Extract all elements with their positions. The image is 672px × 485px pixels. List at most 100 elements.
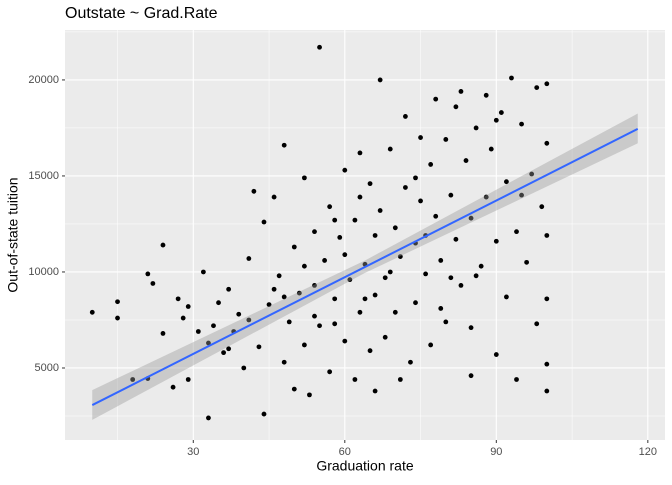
point — [347, 277, 353, 283]
point — [372, 388, 378, 394]
point — [216, 300, 221, 306]
point — [145, 271, 151, 277]
chart-title: Outstate ~ Grad.Rate — [65, 5, 218, 22]
point — [408, 359, 413, 365]
point — [448, 192, 454, 198]
point — [89, 309, 95, 315]
y-tick-label: 15000 — [28, 170, 59, 182]
point — [382, 334, 388, 340]
point — [266, 302, 272, 308]
point — [387, 146, 393, 152]
y-axis-label: Out-of-state tuition — [5, 177, 21, 292]
plot-panel — [65, 30, 665, 440]
point — [185, 377, 191, 382]
point — [301, 263, 307, 269]
point — [367, 181, 373, 187]
point — [312, 313, 317, 319]
point — [413, 175, 418, 181]
point — [271, 194, 277, 200]
point — [544, 140, 550, 146]
point — [382, 275, 388, 281]
x-tick-label: 90 — [490, 446, 502, 458]
point — [256, 344, 262, 350]
fit-line — [91, 128, 639, 406]
point — [367, 348, 373, 354]
point — [195, 329, 201, 334]
point — [291, 386, 297, 392]
point — [357, 194, 363, 200]
point — [301, 175, 307, 181]
point — [403, 185, 408, 190]
point — [458, 89, 464, 94]
point — [483, 194, 489, 200]
point — [206, 340, 211, 346]
y-tick-label: 5000 — [35, 362, 59, 374]
point — [322, 258, 327, 263]
point — [387, 269, 393, 275]
point — [544, 361, 550, 367]
point — [493, 117, 499, 123]
point — [332, 321, 338, 327]
point — [352, 377, 358, 382]
point — [342, 167, 348, 173]
point — [478, 263, 484, 269]
point — [377, 77, 383, 83]
point — [357, 150, 363, 156]
point — [332, 217, 338, 223]
point — [443, 137, 449, 142]
point — [433, 213, 439, 219]
x-tick-label: 30 — [187, 446, 199, 458]
y-tick-label: 20000 — [28, 74, 59, 86]
point — [332, 296, 338, 302]
point — [509, 75, 514, 81]
point — [307, 392, 312, 398]
point — [261, 219, 267, 225]
point — [357, 309, 363, 315]
point — [160, 242, 166, 248]
y-tick-label: 10000 — [28, 266, 59, 278]
point — [276, 273, 282, 279]
point — [150, 281, 156, 286]
point — [473, 125, 479, 131]
point — [301, 342, 307, 348]
point — [428, 162, 434, 167]
point — [160, 331, 166, 336]
point — [473, 273, 479, 279]
point — [337, 235, 343, 240]
point — [413, 300, 418, 306]
point — [392, 309, 398, 315]
point — [317, 44, 322, 50]
point — [544, 233, 550, 238]
point — [211, 323, 216, 329]
point — [377, 208, 383, 213]
point — [286, 319, 292, 325]
point — [418, 198, 423, 204]
point — [544, 388, 550, 394]
point — [342, 338, 348, 344]
point — [483, 92, 489, 98]
x-tick-label: 120 — [639, 446, 657, 458]
point — [443, 319, 449, 325]
point — [246, 317, 252, 323]
point — [544, 81, 550, 87]
point — [468, 373, 474, 379]
point — [206, 415, 211, 421]
point — [397, 254, 403, 260]
point — [488, 146, 494, 152]
point — [519, 192, 524, 198]
point — [312, 229, 317, 235]
point — [423, 271, 429, 277]
point — [296, 290, 302, 296]
x-tick-label: 60 — [339, 446, 351, 458]
point — [468, 215, 474, 221]
point — [403, 114, 408, 119]
point — [281, 294, 287, 300]
point — [463, 158, 469, 163]
point — [514, 229, 519, 235]
point — [514, 377, 519, 382]
point — [226, 286, 232, 292]
point — [291, 244, 297, 250]
point — [534, 85, 540, 91]
point — [221, 350, 226, 356]
